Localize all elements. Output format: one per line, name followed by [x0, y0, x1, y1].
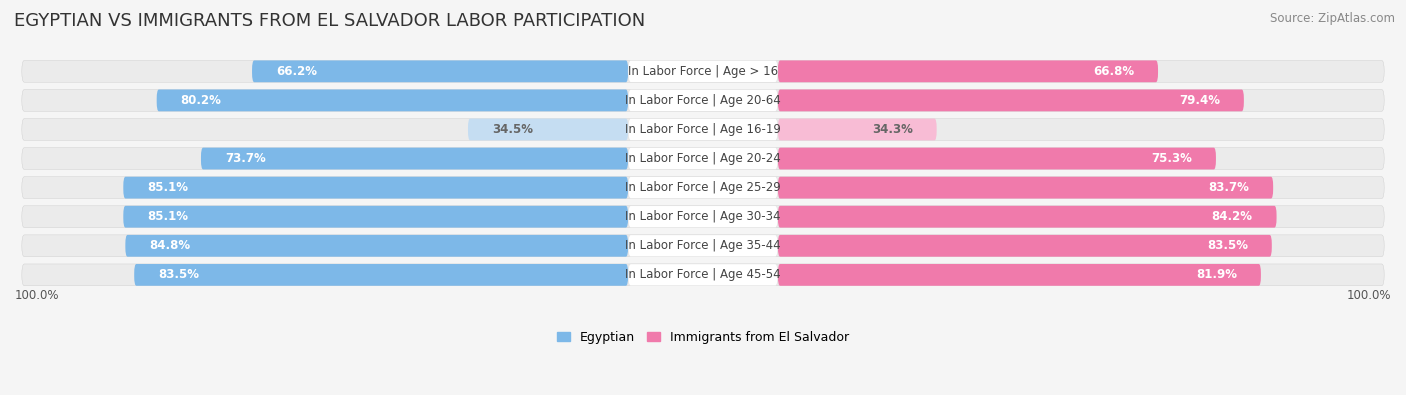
FancyBboxPatch shape	[778, 235, 1272, 257]
Text: 66.2%: 66.2%	[276, 65, 316, 78]
Text: 83.5%: 83.5%	[157, 268, 200, 281]
Text: 83.7%: 83.7%	[1208, 181, 1250, 194]
FancyBboxPatch shape	[628, 60, 778, 82]
Legend: Egyptian, Immigrants from El Salvador: Egyptian, Immigrants from El Salvador	[553, 326, 853, 349]
FancyBboxPatch shape	[134, 264, 628, 286]
Text: In Labor Force | Age 25-29: In Labor Force | Age 25-29	[626, 181, 780, 194]
FancyBboxPatch shape	[124, 177, 628, 199]
Text: 85.1%: 85.1%	[148, 181, 188, 194]
FancyBboxPatch shape	[22, 206, 1384, 228]
FancyBboxPatch shape	[22, 118, 1384, 140]
Text: 81.9%: 81.9%	[1197, 268, 1237, 281]
Text: In Labor Force | Age 35-44: In Labor Force | Age 35-44	[626, 239, 780, 252]
FancyBboxPatch shape	[22, 264, 1384, 286]
Text: 85.1%: 85.1%	[148, 210, 188, 223]
Text: 100.0%: 100.0%	[1347, 289, 1391, 302]
Text: 66.8%: 66.8%	[1092, 65, 1135, 78]
FancyBboxPatch shape	[628, 235, 778, 257]
FancyBboxPatch shape	[778, 177, 1274, 199]
Text: EGYPTIAN VS IMMIGRANTS FROM EL SALVADOR LABOR PARTICIPATION: EGYPTIAN VS IMMIGRANTS FROM EL SALVADOR …	[14, 12, 645, 30]
FancyBboxPatch shape	[124, 206, 628, 228]
FancyBboxPatch shape	[22, 60, 1384, 82]
Text: In Labor Force | Age 20-64: In Labor Force | Age 20-64	[626, 94, 780, 107]
Text: In Labor Force | Age > 16: In Labor Force | Age > 16	[628, 65, 778, 78]
Text: 75.3%: 75.3%	[1152, 152, 1192, 165]
FancyBboxPatch shape	[778, 206, 1277, 228]
FancyBboxPatch shape	[252, 60, 628, 82]
FancyBboxPatch shape	[628, 177, 778, 199]
FancyBboxPatch shape	[778, 60, 1159, 82]
Text: 83.5%: 83.5%	[1206, 239, 1249, 252]
Text: In Labor Force | Age 16-19: In Labor Force | Age 16-19	[626, 123, 780, 136]
FancyBboxPatch shape	[778, 264, 1261, 286]
Text: 34.5%: 34.5%	[492, 123, 533, 136]
Text: 80.2%: 80.2%	[180, 94, 221, 107]
FancyBboxPatch shape	[778, 118, 936, 140]
FancyBboxPatch shape	[22, 177, 1384, 199]
Text: In Labor Force | Age 45-54: In Labor Force | Age 45-54	[626, 268, 780, 281]
FancyBboxPatch shape	[628, 118, 778, 140]
Text: 34.3%: 34.3%	[872, 123, 912, 136]
FancyBboxPatch shape	[628, 90, 778, 111]
Text: Source: ZipAtlas.com: Source: ZipAtlas.com	[1270, 12, 1395, 25]
Text: 84.8%: 84.8%	[149, 239, 190, 252]
FancyBboxPatch shape	[201, 148, 628, 169]
FancyBboxPatch shape	[778, 90, 1244, 111]
Text: In Labor Force | Age 30-34: In Labor Force | Age 30-34	[626, 210, 780, 223]
FancyBboxPatch shape	[778, 148, 1216, 169]
FancyBboxPatch shape	[156, 90, 628, 111]
FancyBboxPatch shape	[22, 90, 1384, 111]
Text: 73.7%: 73.7%	[225, 152, 266, 165]
FancyBboxPatch shape	[628, 148, 778, 169]
FancyBboxPatch shape	[22, 235, 1384, 257]
Text: In Labor Force | Age 20-24: In Labor Force | Age 20-24	[626, 152, 780, 165]
Text: 100.0%: 100.0%	[15, 289, 59, 302]
FancyBboxPatch shape	[125, 235, 628, 257]
FancyBboxPatch shape	[628, 206, 778, 228]
FancyBboxPatch shape	[22, 148, 1384, 169]
Text: 84.2%: 84.2%	[1212, 210, 1253, 223]
Text: 79.4%: 79.4%	[1180, 94, 1220, 107]
FancyBboxPatch shape	[468, 118, 628, 140]
FancyBboxPatch shape	[628, 264, 778, 286]
